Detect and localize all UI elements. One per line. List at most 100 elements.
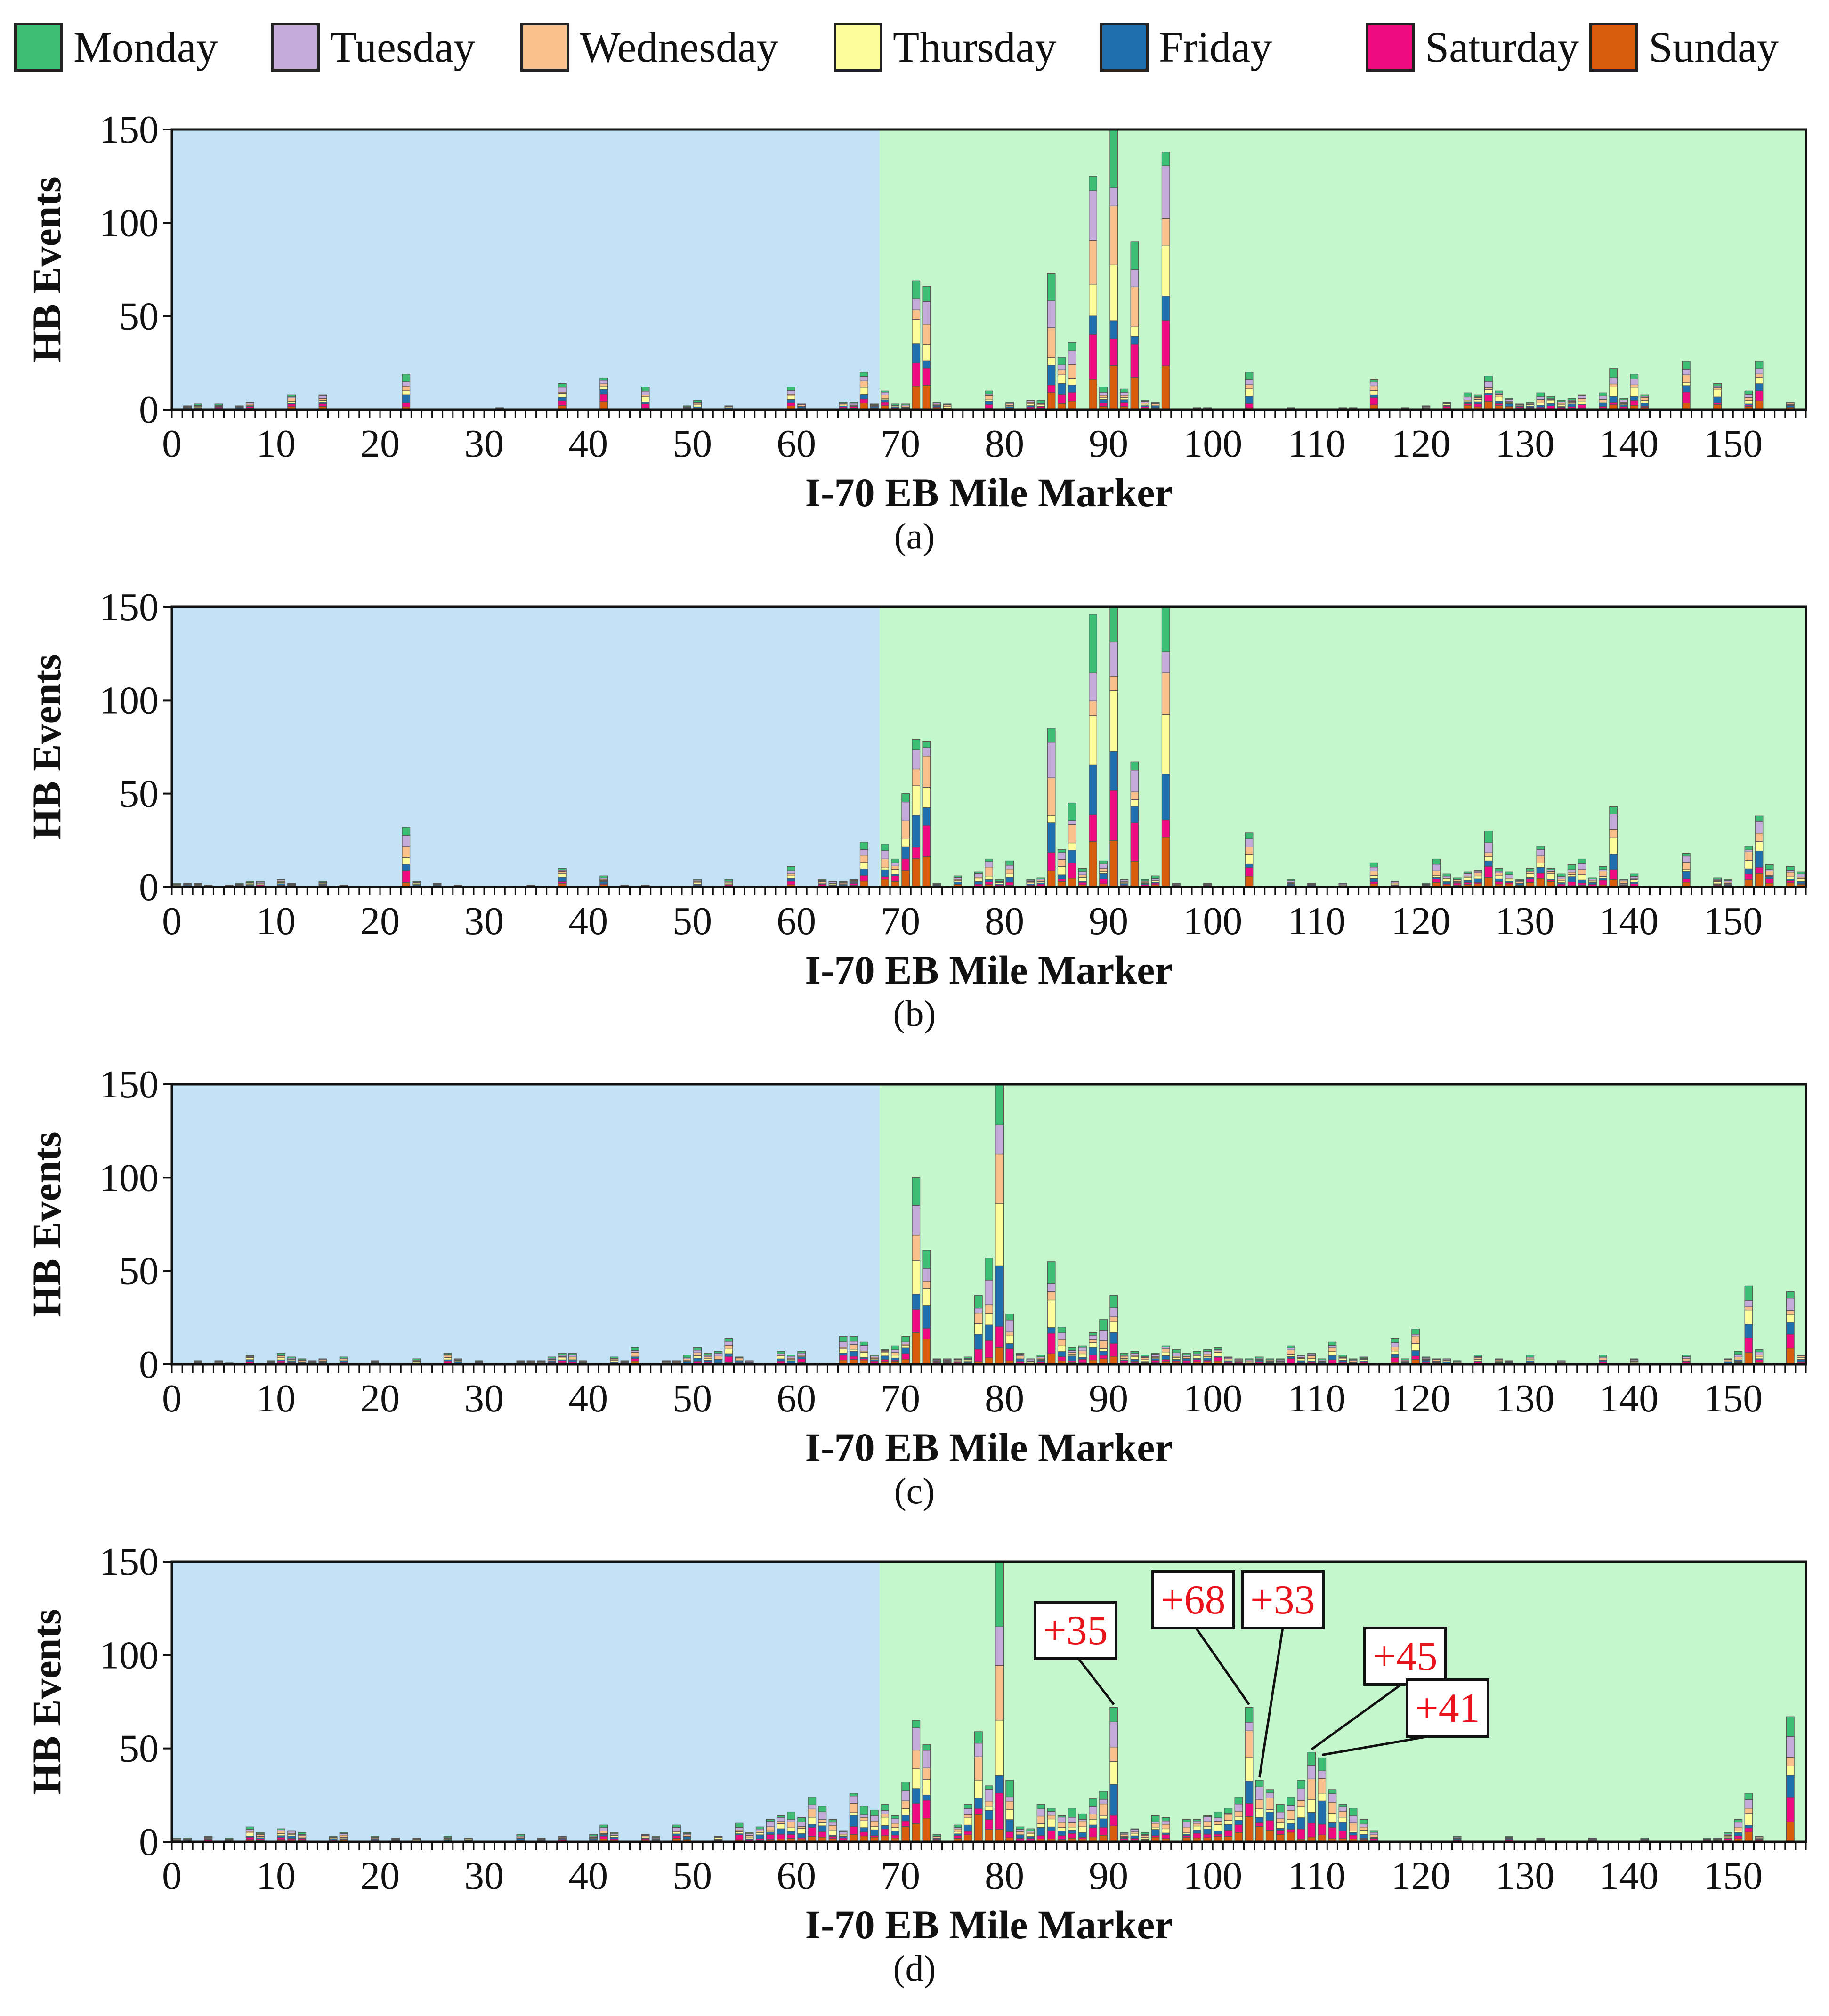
bar-segment [1109, 751, 1118, 791]
bar-segment [1005, 860, 1014, 866]
bar-segment [881, 395, 889, 399]
bar-segment [1130, 861, 1139, 887]
bar-segment [912, 1205, 921, 1236]
bar-segment [1557, 876, 1566, 879]
bar-segment [245, 881, 254, 883]
bar-segment [974, 881, 983, 885]
bar-mile-86 [1068, 1807, 1076, 1842]
bar-segment [974, 1814, 983, 1842]
bar-segment [1599, 1355, 1607, 1357]
bar-segment [1130, 286, 1139, 327]
bar-segment [912, 785, 921, 816]
bar-segment [870, 1355, 879, 1356]
bar-segment [1068, 1830, 1076, 1834]
bar-mile-85 [1057, 357, 1066, 410]
bar-segment [1369, 871, 1378, 876]
bar-segment [901, 1336, 910, 1342]
bar-segment [912, 1309, 921, 1333]
bar-segment [787, 1355, 795, 1357]
bar-segment [901, 1345, 910, 1348]
bar-mile-124 [1463, 392, 1472, 410]
bar-segment [693, 1352, 702, 1356]
bar-segment [1245, 1722, 1254, 1731]
bar-segment [1755, 1349, 1764, 1353]
bar-segment [1161, 1348, 1170, 1353]
bar-segment [1089, 700, 1097, 716]
x-tick-label: 70 [881, 1377, 920, 1420]
bar-mile-78 [985, 390, 993, 410]
bar-segment [1505, 874, 1513, 879]
bar-segment [339, 1832, 348, 1834]
bar-segment [1536, 392, 1545, 397]
bar-segment [901, 820, 910, 839]
bar-segment [797, 1356, 806, 1360]
bar-mile-90 [1109, 606, 1118, 887]
bar-segment [849, 1803, 858, 1813]
bar-mile-90 [1109, 129, 1118, 410]
bar-mile-130 [1526, 1355, 1535, 1365]
bar-segment [912, 1332, 921, 1365]
x-tick-label: 110 [1288, 422, 1346, 466]
bar-segment [881, 844, 889, 851]
bar-segment [1245, 832, 1254, 839]
bar-segment [1786, 870, 1795, 873]
bar-segment [1526, 868, 1535, 871]
bar-mile-84 [1047, 1261, 1056, 1365]
bar-mile-10 [277, 1353, 285, 1365]
bar-segment [1744, 1827, 1753, 1832]
bar-segment [1755, 873, 1764, 887]
bar-segment [1369, 397, 1378, 405]
bar-segment [859, 1341, 868, 1346]
bar-segment [787, 402, 795, 406]
bar-segment [1047, 1261, 1056, 1284]
bar-segment [1744, 1300, 1753, 1307]
bar-segment [828, 1822, 837, 1826]
bar-mile-41 [599, 1824, 608, 1842]
bar-segment [1744, 1808, 1753, 1814]
bar-segment [1089, 284, 1097, 316]
x-tick-label: 130 [1495, 1377, 1554, 1420]
bar-mile-95 [1161, 151, 1170, 410]
bar-segment [1036, 1804, 1045, 1809]
bar-segment [1495, 878, 1503, 882]
bar-segment [1546, 868, 1555, 870]
bar-segment [901, 403, 910, 405]
x-tick-label: 120 [1391, 899, 1450, 943]
bar-mile-49 [683, 1355, 691, 1365]
bar-segment [1328, 1341, 1337, 1346]
bar-segment [610, 1832, 619, 1834]
x-tick-label: 60 [777, 1854, 816, 1898]
plot-frame [170, 1560, 1807, 1843]
bar-segment [1536, 399, 1545, 403]
bar-segment [1318, 1824, 1327, 1835]
x-tick-label: 10 [256, 899, 296, 943]
bar-segment [859, 376, 868, 381]
bar-segment [1099, 860, 1108, 864]
bar-segment [1578, 863, 1586, 870]
bar-segment [1734, 1832, 1743, 1836]
bar-segment [849, 1336, 858, 1342]
bar-mile-12 [298, 1832, 307, 1842]
bar-segment [922, 756, 931, 788]
bar-segment [1130, 336, 1139, 345]
bar-segment [1214, 1347, 1222, 1350]
bar-mile-53 [724, 1338, 733, 1365]
bar-segment [1578, 401, 1586, 405]
bar-segment [1099, 868, 1108, 872]
bar-mile-82 [1026, 400, 1035, 410]
bar-segment [1786, 1716, 1795, 1737]
bar-mile-133 [1557, 400, 1566, 410]
callout-plus-41: +41 [1406, 1678, 1489, 1738]
bar-segment [859, 394, 868, 400]
bar-mile-95 [1161, 1345, 1170, 1365]
bar-segment [859, 372, 868, 377]
y-tick-label: 150 [99, 108, 159, 152]
bar-mile-69 [891, 1815, 899, 1842]
bar-segment [1109, 790, 1118, 841]
bar-segment [724, 1341, 733, 1346]
bar-segment [1057, 357, 1066, 365]
bar-segment [1359, 1819, 1368, 1825]
bar-segment [963, 1814, 972, 1818]
bar-segment [1369, 385, 1378, 391]
bar-segment [1214, 1357, 1222, 1362]
